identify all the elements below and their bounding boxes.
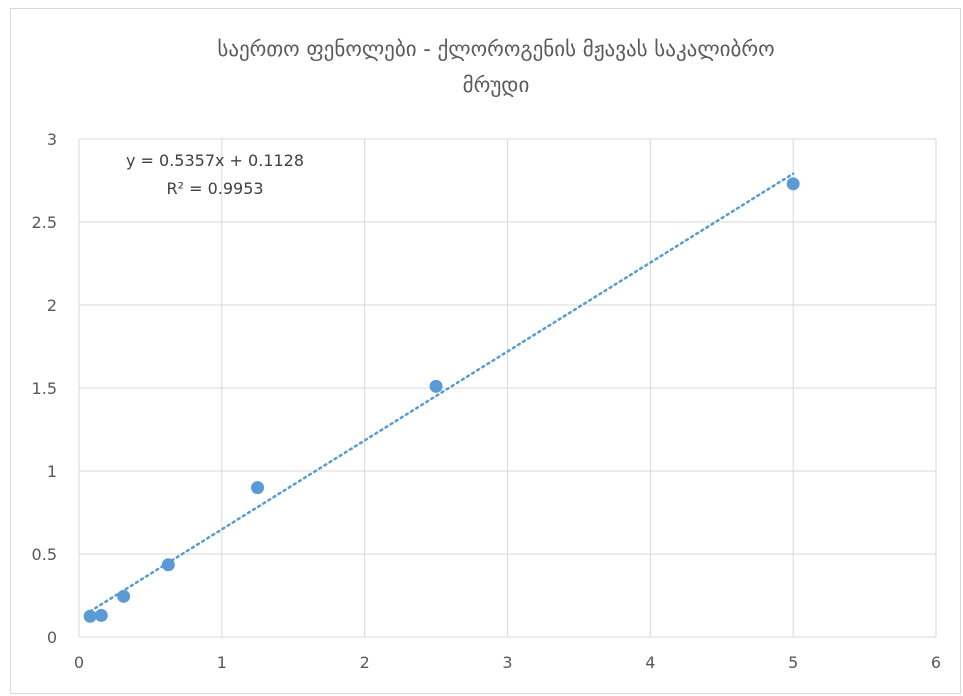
chart-title-line-1: საერთო ფენოლები - ქლოროგენის მჟავას საკა… [217,37,774,61]
data-point [161,558,175,572]
y-tick-label: 2 [47,296,57,315]
chart-svg: საერთო ფენოლები - ქლოროგენის მჟავას საკა… [32,37,942,672]
trendline-r-squared: R² = 0.9953 [166,179,263,198]
data-point [429,379,443,393]
tick-labels: 0 0.5 1 1.5 2 2.5 3 0 1 2 3 4 5 6 [32,130,942,672]
data-points [83,177,800,623]
y-tick-label: 1.5 [32,379,57,398]
data-point [83,609,97,623]
x-tick-label: 1 [217,653,227,672]
trendline-layer [88,172,795,613]
y-tick-label: 1 [47,462,57,481]
trendline-equation: y = 0.5357x + 0.1128 [126,151,304,170]
data-point [94,608,108,622]
data-point [117,589,131,603]
y-tick-label: 0 [47,628,57,647]
gridlines [78,138,937,638]
y-tick-label: 2.5 [32,213,57,232]
x-tick-label: 4 [645,653,655,672]
x-tick-label: 5 [788,653,798,672]
trendline [88,172,795,613]
x-tick-label: 0 [74,653,84,672]
x-tick-label: 2 [360,653,370,672]
data-point [251,481,265,495]
chart-title-line-2: მრუდი [463,73,530,97]
x-tick-label: 3 [502,653,512,672]
x-tick-label: 6 [931,653,941,672]
y-tick-label: 3 [47,130,57,149]
y-tick-label: 0.5 [32,545,57,564]
chart-area: საერთო ფენოლები - ქლოროგენის მჟავას საკა… [10,8,961,694]
data-point [786,177,800,191]
